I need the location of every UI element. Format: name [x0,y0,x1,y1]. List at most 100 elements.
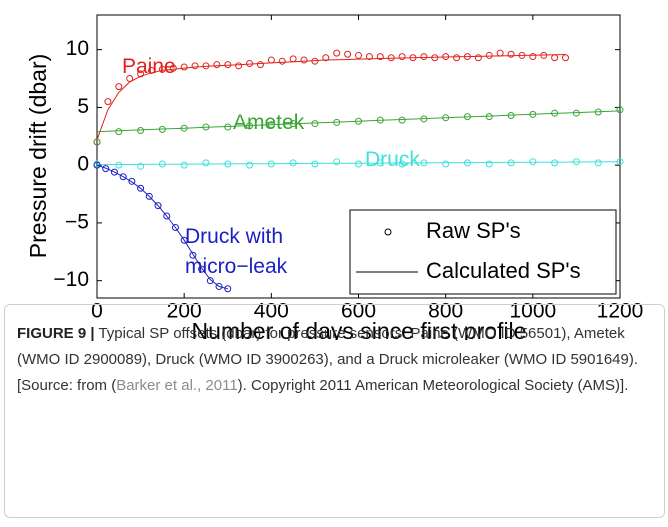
raw-point [420,53,428,61]
x-axis-label: Number of days since first profile [192,318,527,340]
legend-label: Raw SP's [426,218,521,243]
fit-line [96,161,621,166]
raw-point [529,53,537,61]
raw-point [529,158,537,166]
raw-point [128,177,136,185]
y-axis-label: Pressure drift (dbar) [25,54,51,259]
raw-point [463,159,471,167]
raw-point [594,159,602,167]
raw-point [463,53,471,61]
raw-point [442,160,450,168]
series-label: Ametek [233,111,305,134]
raw-point [572,109,580,117]
raw-point [224,61,232,69]
raw-point [355,51,362,59]
raw-point [485,160,493,168]
raw-point [507,50,515,58]
raw-point [289,120,297,128]
x-tick-label: 1000 [509,300,556,323]
figure-caption: FIGURE 9 | Typical SP offsets (dbar) for… [4,304,665,518]
raw-point [442,114,450,122]
raw-point [198,265,206,273]
raw-point [322,54,330,62]
raw-point [191,62,199,70]
raw-point [365,53,373,61]
raw-point [333,118,341,126]
raw-point [333,158,341,166]
raw-point [420,115,428,123]
raw-point [507,159,515,167]
caption-text: Typical SP offsets (dbar) for pressure s… [17,325,639,394]
raw-point [215,282,223,290]
raw-point [267,56,275,64]
raw-point [398,116,406,124]
y-tick-label: 0 [77,153,89,176]
raw-point [202,62,210,70]
raw-point [145,192,153,200]
raw-point [224,160,232,168]
raw-point [518,51,526,59]
x-tick-label: 800 [428,300,463,323]
raw-point [115,83,123,91]
raw-point [507,111,515,119]
raw-point [594,108,602,116]
raw-point [453,54,461,62]
raw-point [267,121,275,129]
raw-point [311,160,319,168]
raw-point [158,65,166,73]
raw-point [154,202,162,210]
raw-point [137,70,145,78]
raw-point [158,125,166,133]
raw-point [256,61,264,69]
raw-point [137,184,145,192]
raw-point [147,66,155,74]
legend-label: Calculated SP's [426,258,581,283]
raw-point [485,51,493,59]
raw-point [474,54,482,62]
raw-point [246,122,254,130]
raw-point [213,61,221,69]
raw-point [463,113,471,121]
x-tick-label: 600 [341,300,376,323]
raw-point [398,160,406,168]
raw-point [171,224,179,232]
raw-point [235,62,243,70]
y-tick-label: −10 [53,268,89,291]
y-tick-label: −5 [65,210,89,233]
caption-citation[interactable]: Barker et al., 2011 [116,377,238,394]
raw-point [387,54,395,62]
y-tick-label: 10 [66,37,89,60]
raw-point [115,161,123,169]
chart: Pressure drift (dbar) Number of days sin… [25,14,644,340]
raw-point [355,117,362,125]
raw-point [551,54,559,62]
x-tick-label: 1200 [597,300,644,323]
raw-point [311,120,319,128]
raw-point [616,106,624,114]
raw-point [137,162,145,170]
raw-point [376,116,384,124]
raw-point [137,127,145,135]
raw-point [180,124,188,132]
raw-point [496,49,504,57]
raw-point [180,63,188,71]
raw-point [163,212,171,220]
raw-point [344,50,352,58]
raw-point [102,165,110,173]
raw-point [300,56,308,64]
raw-point [169,64,177,72]
raw-point [93,161,101,169]
raw-point [206,277,214,285]
raw-point [442,53,450,61]
raw-point [420,159,428,167]
raw-point [409,54,417,62]
raw-point [431,54,439,62]
raw-point [278,57,286,65]
raw-point [180,236,188,244]
raw-point [616,158,624,166]
raw-point [355,160,362,168]
y-tick-label: 5 [77,95,89,118]
